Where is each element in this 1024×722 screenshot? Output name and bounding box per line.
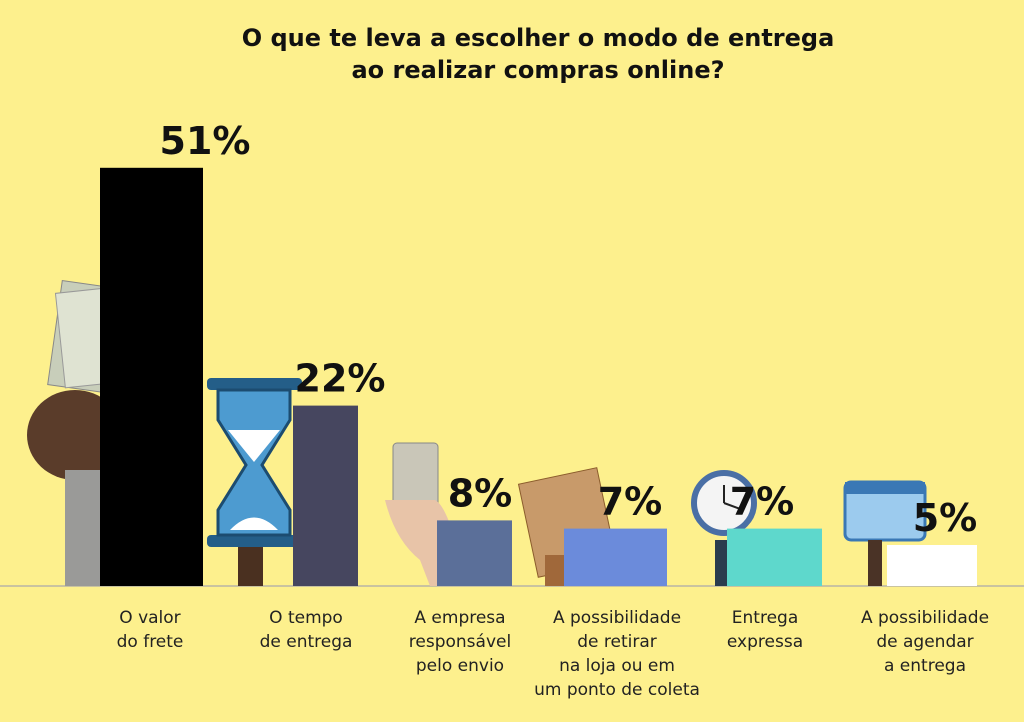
bar [437, 520, 512, 586]
value-label: 7% [598, 480, 663, 524]
hourglass-top [207, 378, 302, 390]
x-tick-label: O valor do frete [117, 608, 184, 652]
bar [100, 167, 203, 587]
value-label: 22% [295, 357, 386, 401]
x-tick-label: Entrega expressa [727, 608, 803, 652]
bar [293, 405, 358, 586]
value-label: 5% [913, 496, 978, 540]
chart-title: O que te leva a escolher o modo de entre… [242, 24, 835, 84]
value-label: 8% [448, 471, 513, 515]
value-label: 51% [160, 119, 251, 163]
x-tick-label: A possibilidade de agendar a entrega [861, 608, 989, 676]
hand [27, 390, 123, 480]
arm [868, 540, 882, 586]
x-tick-label: O tempo de entrega [260, 608, 353, 652]
hourglass-sand [228, 430, 280, 530]
x-tick-label: A empresa responsável pelo envio [409, 608, 511, 676]
bar [564, 528, 667, 586]
card [392, 442, 439, 509]
arm [238, 547, 263, 586]
value-label: 7% [730, 480, 795, 524]
hourglass-glass [216, 388, 292, 537]
arm [545, 555, 567, 586]
bar [887, 545, 977, 586]
clock-hands [723, 485, 744, 511]
bar [727, 528, 822, 586]
hourglass-bottom [207, 535, 302, 547]
x-tick-label: A possibilidade de retirar na loja ou em um… [534, 608, 700, 700]
calendar-header [845, 482, 925, 494]
